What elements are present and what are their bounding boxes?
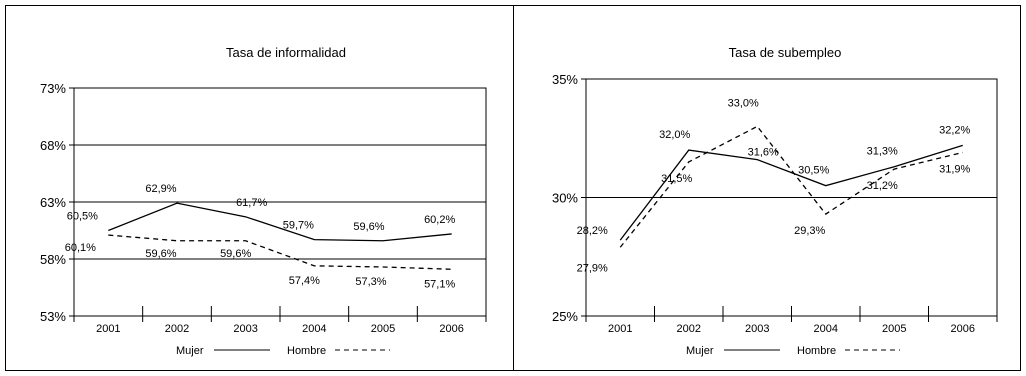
x-tick-label: 2005	[882, 323, 906, 335]
data-label-hombre: 57,1%	[424, 278, 455, 290]
y-tick-label: 35%	[552, 72, 578, 87]
series-group	[619, 125, 963, 248]
series-group	[108, 202, 452, 270]
series-line-mujer	[619, 144, 963, 241]
y-axis: 25% 30% 35%	[552, 72, 586, 324]
y-tick-label: 25%	[552, 309, 578, 324]
data-label-hombre: 27,9%	[577, 262, 608, 274]
y-axis: 53% 58% 63% 68% 73%	[40, 81, 74, 324]
informality-chart-panel: Tasa de informalidad 53% 58% 63% 68% 73% 200…	[40, 45, 487, 357]
legend-label-mujer: Mujer	[686, 345, 714, 357]
legend: Mujer Hombre	[176, 345, 390, 357]
y-tick-label: 30%	[552, 191, 578, 206]
data-label-hombre: 33,0%	[728, 97, 759, 109]
data-label-hombre: 31,2%	[867, 180, 898, 192]
x-tick-label: 2002	[677, 323, 701, 335]
y-tick-label: 73%	[40, 81, 66, 96]
data-label-mujer: 31,6%	[748, 147, 779, 159]
data-label-hombre: 31,5%	[661, 173, 692, 185]
data-label-mujer: 28,2%	[577, 225, 608, 237]
data-label-hombre: 59,6%	[145, 248, 176, 260]
data-label-hombre: 31,9%	[939, 163, 970, 175]
y-tick-label: 53%	[40, 309, 66, 324]
legend-label-hombre: Hombre	[287, 345, 326, 357]
series-line-hombre	[108, 234, 452, 270]
x-tick-label: 2001	[608, 323, 632, 335]
x-tick-label: 2005	[371, 323, 395, 335]
chart-title: Tasa de subempleo	[729, 45, 842, 60]
legend-label-mujer: Mujer	[176, 345, 204, 357]
x-tick-label: 2003	[745, 323, 769, 335]
data-label-hombre: 60,1%	[65, 242, 96, 254]
data-label-hombre: 59,6%	[220, 248, 251, 260]
data-label-mujer: 31,3%	[867, 146, 898, 158]
x-tick-label: 2004	[814, 323, 838, 335]
data-labels: 28,2% 32,0% 31,6% 30,5% 31,3% 32,2% 27,9% 31,5%…	[577, 97, 971, 274]
x-tick-label: 2002	[165, 323, 189, 335]
data-label-mujer: 30,5%	[798, 165, 829, 177]
data-label-mujer: 32,0%	[659, 129, 690, 141]
x-tick-label: 2003	[233, 323, 257, 335]
chart-title: Tasa de informalidad	[226, 45, 346, 60]
x-axis: 2001 2002 2003 2004 2005 2006	[585, 306, 998, 335]
data-label-mujer: 60,2%	[424, 214, 455, 226]
series-line-mujer	[108, 202, 452, 242]
y-tick-label: 58%	[40, 252, 66, 267]
x-axis: 2001 2002 2003 2004 2005 2006	[73, 306, 487, 335]
legend-label-hombre: Hombre	[797, 345, 836, 357]
x-tick-label: 2006	[439, 323, 463, 335]
y-tick-label: 68%	[40, 138, 66, 153]
data-label-mujer: 59,6%	[353, 221, 384, 233]
x-tick-label: 2006	[951, 323, 975, 335]
data-label-mujer: 59,7%	[283, 220, 314, 232]
data-label-mujer: 60,5%	[67, 211, 98, 223]
data-label-hombre: 29,3%	[794, 225, 825, 237]
series-line-hombre	[619, 125, 963, 248]
data-label-hombre: 57,3%	[355, 276, 386, 288]
data-label-hombre: 57,4%	[289, 275, 320, 287]
underemployment-chart-panel: Tasa de subempleo 25% 30% 35% 2001 2002 2003…	[552, 45, 998, 357]
legend: Mujer Hombre	[686, 345, 900, 357]
data-labels: 60,5% 62,9% 61,7% 59,7% 59,6% 60,2% 60,1% 59,6%…	[65, 183, 456, 290]
x-tick-label: 2004	[302, 323, 326, 335]
x-tick-label: 2001	[96, 323, 120, 335]
data-label-mujer: 61,7%	[236, 197, 267, 209]
data-label-mujer: 32,2%	[939, 124, 970, 136]
data-label-mujer: 62,9%	[145, 183, 176, 195]
y-tick-label: 63%	[40, 195, 66, 210]
